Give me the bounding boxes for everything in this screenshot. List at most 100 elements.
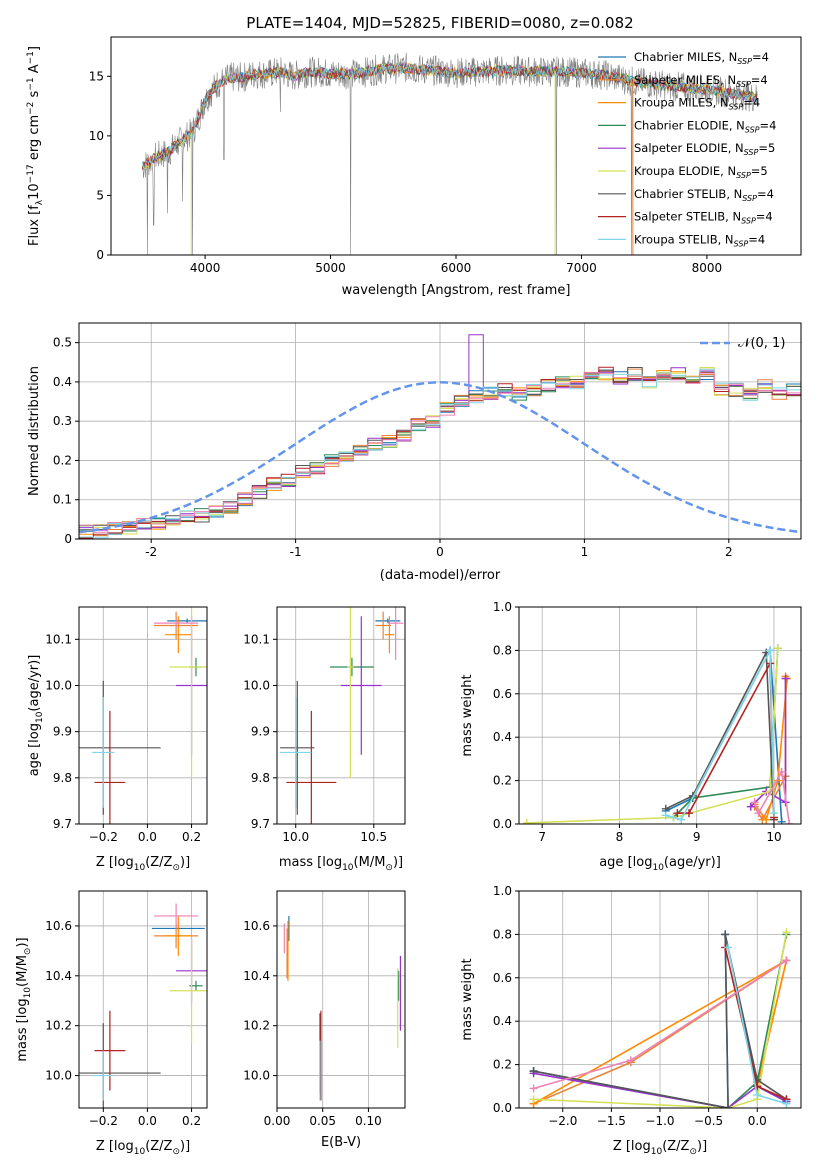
y-tick-label: 0.4 [493, 730, 512, 744]
panel-mass_vs_EBV: 0.00 0.05 0.10 10.0 10.2 10.4 10.6 E(B-V) [243, 890, 406, 1150]
x-tick-label: −0.2 [89, 1114, 118, 1128]
x-tick-label: 1 [581, 545, 589, 559]
legend-entry: Kroupa MILES, NSSP=4 [634, 96, 760, 112]
y-tick-label: 9.8 [53, 771, 72, 785]
x-tick-label: 10.0 [282, 830, 309, 844]
data-point-marker [529, 1084, 538, 1093]
y-axis-label: mass [log10(M/M⊙)] [15, 937, 33, 1061]
data-point-marker [782, 956, 791, 965]
y-tick-label: 9.7 [53, 817, 72, 831]
axes-frame [518, 890, 802, 1109]
data-point-marker [781, 674, 790, 683]
x-tick-label: 8 [616, 830, 624, 844]
histogram-step-salpeter-elodie [79, 334, 801, 531]
histogram-step-kroupa-elodie [79, 367, 801, 535]
y-tick-label: 9.9 [53, 725, 72, 739]
y-tick-label: 10.0 [243, 678, 270, 692]
y-axis-label: Normed distribution [27, 366, 42, 496]
series-line-salpeter-elodie [533, 1072, 787, 1108]
data-point-marker [677, 815, 686, 824]
x-tick-label: 0 [436, 545, 444, 559]
data-point-marker [661, 811, 670, 820]
y-tick-label: 10.1 [243, 632, 270, 646]
y-tick-label: 0 [96, 248, 104, 262]
series-line-kroupa-stelib [665, 647, 775, 821]
histogram-step-chabrier-elodie [79, 371, 801, 532]
y-axis-label: age [log10(age/yr)] [27, 655, 45, 777]
x-tick-label: −0.2 [89, 830, 118, 844]
x-axis-label: Z [log10(Z/Z⊙)] [613, 1139, 707, 1157]
legend-entry: Kroupa STELIB, NSSP=4 [634, 232, 765, 248]
x-axis-label: Z [log10(Z/Z⊙)] [96, 1139, 190, 1157]
data-point-marker [684, 809, 693, 818]
axes-frame [518, 606, 802, 825]
x-tick-label: 5000 [315, 261, 346, 275]
y-tick-label: 0.0 [493, 1101, 512, 1115]
y-tick-label: 10.0 [45, 1069, 72, 1083]
data-point-marker [721, 930, 730, 939]
histograms [79, 334, 801, 539]
model-line-kroupa-stelib [142, 62, 758, 171]
errorbars [79, 607, 207, 824]
panel-weight_vs_Z: −2.0 −1.5 −1.0 −0.5 0.0 0.0 0.2 0.4 0.6 0.8 1.0 Z [… [460, 884, 802, 1157]
series-line-kroupa-miles [753, 678, 788, 822]
x-axis-label: mass [log10(M/M⊙)] [279, 855, 403, 873]
panel-age_vs_mass: 10.0 10.5 9.7 9.8 9.9 10.0 10.1 mass [log10(M/M… [243, 606, 406, 873]
panel-age_vs_Z: −0.2 0.0 0.2 9.7 9.8 9.9 10.0 10.1 Z [log10(Z/Z⊙… [27, 606, 208, 873]
y-tick-label: 1.0 [493, 600, 512, 614]
panel-residuals: -2 -1 0 1 2 0 0.1 0.2 0.3 0.4 0.5 𝒩(0, 1) (data-mode… [27, 322, 802, 583]
errorbars [79, 903, 207, 1108]
y-tick-label: 10.4 [243, 969, 270, 983]
normal-curve [79, 381, 801, 534]
legend-entry: Chabrier STELIB, NSSP=4 [634, 187, 774, 203]
legend: Chabrier MILES, NSSP=4 Salpeter MILES, NS… [598, 50, 776, 248]
x-tick-label: 0.10 [355, 1114, 382, 1128]
errorbars [283, 915, 402, 1101]
legend-entry: Salpeter ELODIE, NSSP=5 [634, 141, 775, 157]
y-tick-label: 0.2 [493, 774, 512, 788]
y-tick-label: 0.4 [53, 375, 72, 389]
weight-lines [522, 644, 794, 824]
axes-frame [276, 890, 406, 1109]
y-tick-label: 0.1 [53, 493, 72, 507]
x-axis-label: wavelength [Angstrom, rest frame] [342, 283, 571, 298]
x-tick-label: 9 [693, 830, 701, 844]
y-tick-label: 10.4 [45, 969, 72, 983]
y-axis-label: mass weight [460, 958, 475, 1040]
x-axis-label: E(B-V) [321, 1135, 361, 1150]
x-tick-label: 0.2 [182, 830, 201, 844]
data-point-marker [773, 644, 782, 653]
data-point-marker [754, 809, 763, 818]
panel-spectrum: 4000 5000 6000 7000 8000 0 5 10 15 wavelength [An… [26, 36, 802, 298]
data-point-marker [753, 1082, 762, 1091]
y-tick-label: 9.7 [251, 817, 270, 831]
x-tick-label: 0.0 [138, 830, 157, 844]
data-point-marker [529, 1067, 538, 1076]
x-tick-label: 7000 [566, 261, 597, 275]
legend-entry: Chabrier ELODIE, NSSP=4 [634, 118, 776, 134]
x-tick-label: 6000 [441, 261, 472, 275]
y-tick-label: 5 [96, 188, 104, 202]
data-point-marker [777, 767, 786, 776]
y-tick-label: 0.2 [53, 453, 72, 467]
y-tick-label: 0.6 [493, 971, 512, 985]
panel-weight_vs_age: 7 8 9 10 0.0 0.2 0.4 0.6 0.8 1.0 age [log10(age/yr… [460, 600, 802, 873]
data-point-marker [626, 1056, 635, 1065]
x-tick-label: −1.0 [645, 1114, 674, 1128]
y-tick-label: 15 [89, 69, 104, 83]
x-tick-label: 10 [766, 830, 781, 844]
data-point-marker [766, 646, 775, 655]
x-tick-label: −0.5 [694, 1114, 723, 1128]
axes-frame [276, 606, 406, 825]
data-point-marker [782, 928, 791, 937]
y-tick-label: 9.8 [251, 771, 270, 785]
histogram-step-kroupa-miles [79, 368, 801, 535]
y-tick-label: 0 [64, 532, 72, 546]
y-axis-label: mass weight [460, 674, 475, 756]
series-line-kroupa-elodie [526, 648, 779, 824]
y-tick-label: 10.0 [45, 678, 72, 692]
data-point-marker [785, 820, 794, 824]
x-tick-label: 7 [538, 830, 546, 844]
y-tick-label: 10.6 [243, 919, 270, 933]
data-point-marker [529, 1095, 538, 1104]
